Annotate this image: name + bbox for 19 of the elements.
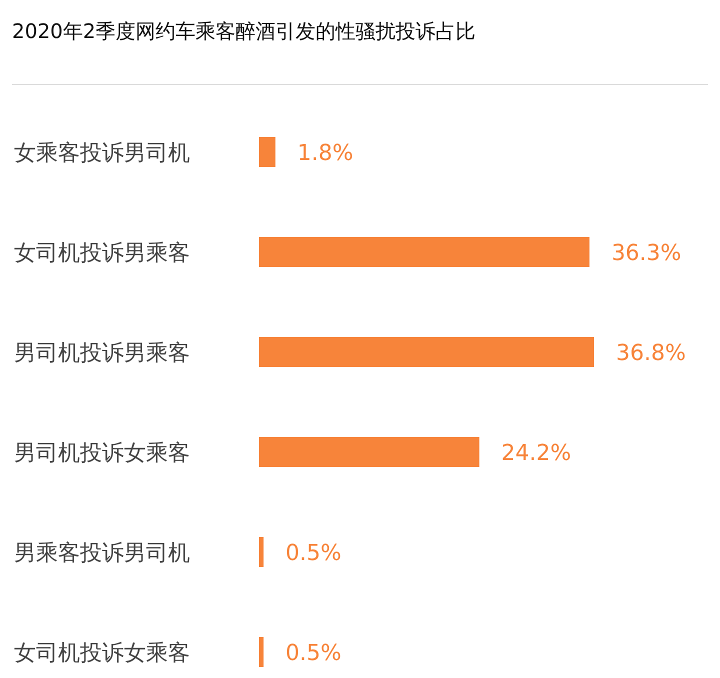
data-label: 24.2% [501,441,572,466]
y-tick-label: 男乘客投诉男司机 [14,541,190,566]
y-tick-label: 男司机投诉男乘客 [14,341,190,366]
bar [259,537,264,567]
chart-title: 2020年2季度网约车乘客醉酒引发的性骚扰投诉占比 [12,19,476,43]
data-label: 36.3% [611,241,682,266]
data-label: 0.5% [286,641,342,666]
bar [259,637,264,667]
bar [259,137,276,167]
bar [259,337,594,367]
bar [259,437,480,467]
y-tick-label: 男司机投诉女乘客 [14,441,190,466]
bar [259,237,590,267]
y-tick-label: 女乘客投诉男司机 [14,141,190,166]
data-label: 36.8% [616,341,686,366]
data-label: 1.8% [297,141,354,166]
data-label: 0.5% [286,541,342,566]
y-tick-label: 女司机投诉男乘客 [14,241,190,266]
y-tick-label: 女司机投诉女乘客 [14,641,190,666]
